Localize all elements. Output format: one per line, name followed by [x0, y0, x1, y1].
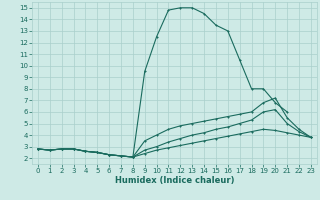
X-axis label: Humidex (Indice chaleur): Humidex (Indice chaleur) — [115, 176, 234, 185]
